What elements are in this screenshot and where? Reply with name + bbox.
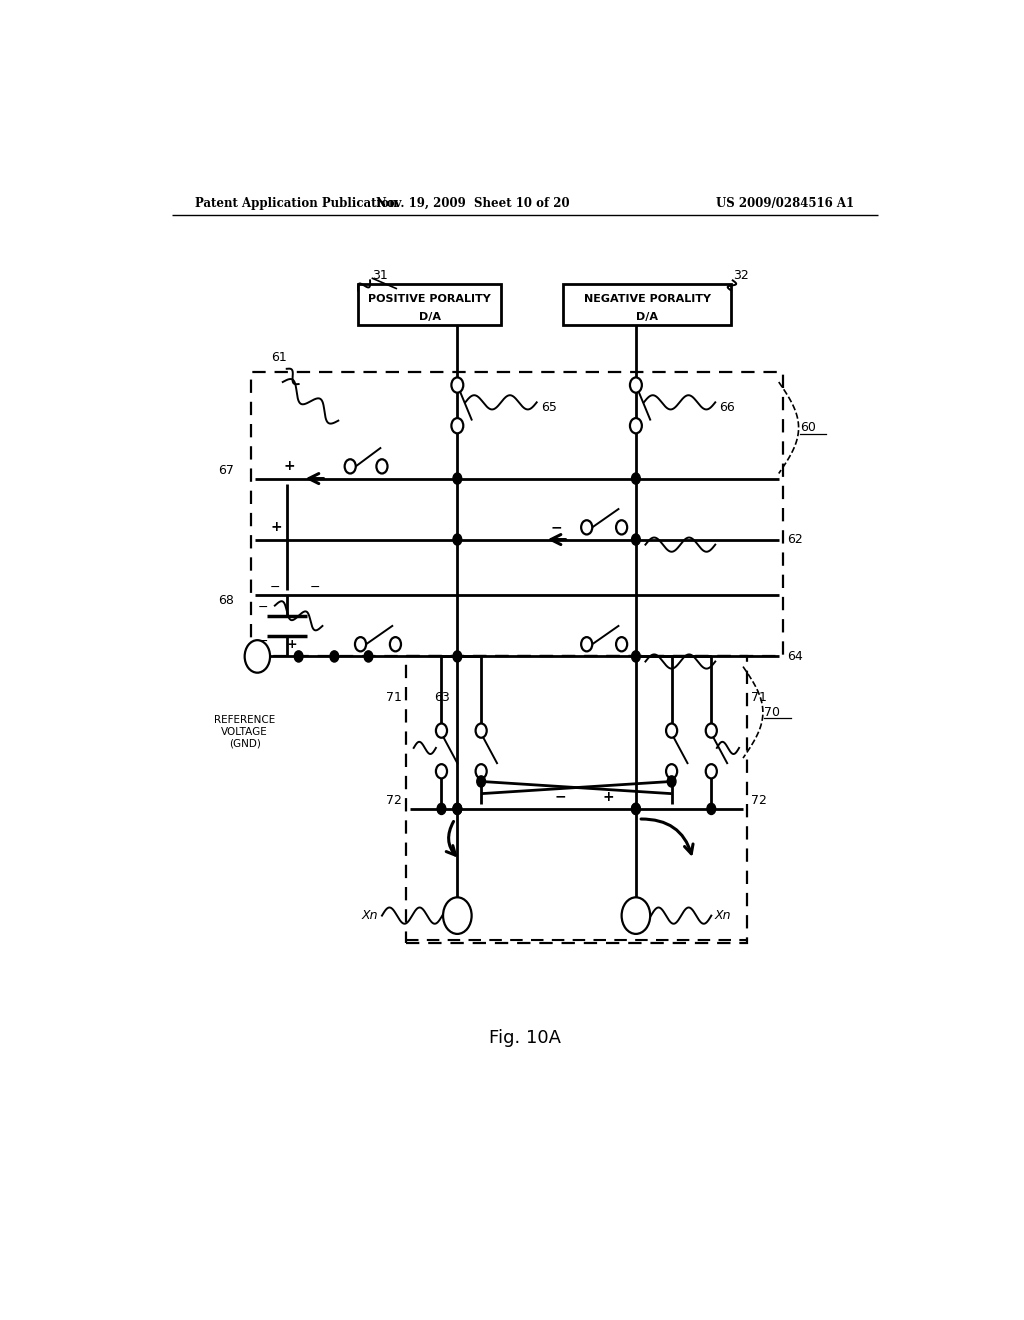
Text: 72: 72 [751,795,767,808]
Text: 62: 62 [786,533,803,546]
Bar [251,372,782,656]
Text: +: + [284,459,295,474]
Circle shape [630,418,642,433]
Text: 66: 66 [719,401,735,414]
Circle shape [453,651,462,663]
Circle shape [294,651,303,663]
Circle shape [453,535,462,545]
Text: D/A: D/A [636,312,658,322]
Circle shape [632,804,640,814]
Text: −: − [551,520,562,535]
Text: −: − [258,601,268,614]
Text: −: − [269,581,281,594]
Circle shape [475,723,486,738]
Circle shape [453,804,462,814]
Circle shape [436,723,447,738]
Circle shape [345,459,355,474]
Circle shape [477,776,485,787]
Circle shape [436,764,447,779]
Text: 63: 63 [433,690,450,704]
Circle shape [632,535,640,545]
Text: −: − [555,789,566,804]
Text: 67: 67 [218,463,233,477]
Bar [358,284,501,325]
Circle shape [632,804,640,814]
Circle shape [390,638,401,651]
Circle shape [706,764,717,779]
Text: 68: 68 [218,594,233,607]
Circle shape [475,764,486,779]
Text: Xn: Xn [361,909,378,923]
Circle shape [632,651,640,663]
Circle shape [377,459,387,474]
Text: REFERENCE
VOLTAGE
(GND): REFERENCE VOLTAGE (GND) [214,715,275,748]
Text: POSITIVE PORALITY: POSITIVE PORALITY [369,293,490,304]
Text: 64: 64 [786,649,803,663]
Text: 31: 31 [373,269,388,281]
Text: −: − [258,635,268,648]
Text: +: + [602,789,614,804]
Circle shape [582,520,592,535]
Text: 65: 65 [541,401,557,414]
Text: Nov. 19, 2009  Sheet 10 of 20: Nov. 19, 2009 Sheet 10 of 20 [377,197,570,210]
Circle shape [630,378,642,392]
Text: Xn: Xn [715,909,731,923]
Text: 61: 61 [270,351,287,364]
Circle shape [616,638,627,651]
Circle shape [330,651,339,663]
Circle shape [706,723,717,738]
Text: D/A: D/A [419,312,440,322]
Circle shape [666,764,677,779]
Circle shape [437,804,445,814]
Bar [406,656,748,942]
Text: 71: 71 [386,690,401,704]
Circle shape [453,420,462,432]
Circle shape [245,640,270,673]
Circle shape [666,723,677,738]
Circle shape [365,651,373,663]
Text: +: + [270,520,283,535]
Text: 70: 70 [765,706,780,719]
Circle shape [707,804,716,814]
Text: 32: 32 [733,269,750,281]
Circle shape [355,638,367,651]
Text: 72: 72 [386,795,401,808]
Circle shape [453,804,462,814]
Circle shape [668,776,676,787]
Circle shape [632,473,640,484]
Circle shape [582,638,592,651]
Text: US 2009/0284516 A1: US 2009/0284516 A1 [716,197,854,210]
Circle shape [622,898,650,935]
Circle shape [453,473,462,484]
Text: +: + [287,638,298,651]
Text: Patent Application Publication: Patent Application Publication [196,197,398,210]
Circle shape [452,418,463,433]
Text: NEGATIVE PORALITY: NEGATIVE PORALITY [584,293,711,304]
Bar [563,284,731,325]
Text: 71: 71 [751,690,767,704]
Text: Fig. 10A: Fig. 10A [488,1028,561,1047]
Circle shape [616,520,627,535]
Circle shape [452,378,463,392]
Text: −: − [309,581,319,594]
Circle shape [443,898,472,935]
Text: 60: 60 [800,421,816,434]
